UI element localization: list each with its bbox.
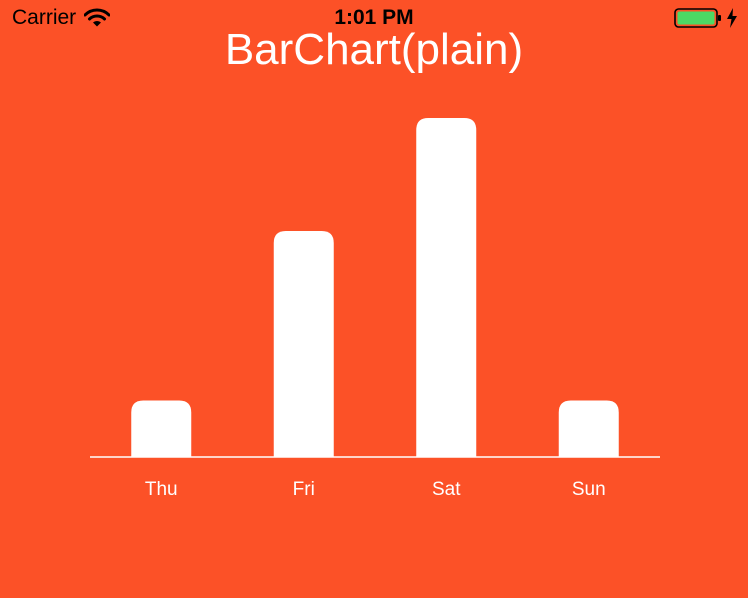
carrier-group: Carrier	[12, 6, 111, 30]
x-tick-label: Thu	[145, 479, 178, 500]
x-tick-label: Fri	[293, 479, 315, 500]
battery-icon	[674, 8, 722, 28]
bar-thu	[131, 400, 192, 457]
status-time: 1:01 PM	[334, 6, 414, 29]
x-tick-label: Sat	[432, 479, 461, 500]
carrier-label: Carrier	[12, 6, 77, 29]
bar-sat	[416, 118, 477, 457]
status-bar: Carrier 1:01 PM	[0, 0, 748, 36]
bar-sun	[558, 400, 619, 457]
wifi-icon	[83, 8, 111, 28]
charging-icon	[726, 8, 738, 28]
page-title: BarChart(plain)	[224, 25, 524, 74]
x-tick-label: Sun	[572, 479, 606, 500]
bar-fri	[273, 231, 334, 457]
battery-group	[674, 8, 738, 28]
